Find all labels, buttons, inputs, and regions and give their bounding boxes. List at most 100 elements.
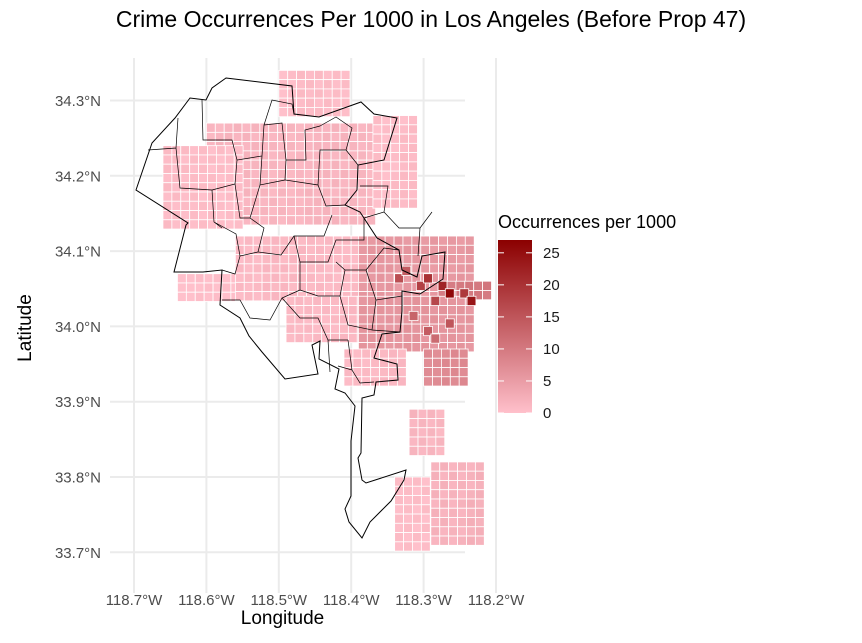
chart-title: Crime Occurrences Per 1000 in Los Angele… <box>115 6 747 32</box>
heat-cell <box>198 182 208 193</box>
heat-cell <box>341 235 352 246</box>
heat-cell <box>357 168 368 180</box>
heat-cell <box>339 122 350 133</box>
heat-cell <box>412 495 422 506</box>
heat-cell <box>384 254 395 265</box>
heat-cell <box>420 513 431 524</box>
heat-cell <box>296 79 306 90</box>
heat-cell <box>372 133 383 144</box>
heat-cell <box>412 485 422 496</box>
heat-cell <box>393 332 404 343</box>
heat-cell <box>403 504 413 515</box>
heat-cell <box>411 254 422 265</box>
heat-cell <box>474 489 485 500</box>
heat-cell <box>233 163 244 174</box>
heat-cell-hotspot <box>423 325 433 337</box>
heat-cell <box>252 291 263 302</box>
heat-cell <box>177 282 187 293</box>
heat-cell <box>426 445 437 456</box>
heat-cell <box>180 200 191 211</box>
heat-cell <box>305 88 315 99</box>
heat-cell <box>295 178 305 189</box>
heat-cell <box>347 332 358 343</box>
heat-cell <box>312 215 323 226</box>
heat-cell <box>384 281 395 293</box>
heat-cell <box>439 507 450 518</box>
heat-cell <box>430 507 441 518</box>
heat-cell <box>340 69 351 81</box>
heat-cell <box>417 418 428 429</box>
x-tick-label: 118.7°W <box>106 592 163 609</box>
heat-cell <box>399 198 409 209</box>
heat-cell <box>403 522 413 533</box>
heat-cell <box>171 191 182 202</box>
legend-label: 15 <box>543 309 560 326</box>
heat-cell <box>294 323 305 334</box>
heat-cell <box>455 305 466 316</box>
heat-cell <box>381 170 392 181</box>
heat-cell <box>474 498 485 509</box>
heat-cell <box>448 498 458 509</box>
heat-cell <box>393 235 404 246</box>
heat-cell <box>303 159 314 170</box>
heat-cell <box>224 173 235 184</box>
heat-cell <box>295 150 305 161</box>
heat-cell <box>455 323 466 334</box>
heat-cell <box>224 154 235 165</box>
heat-cell <box>366 323 377 334</box>
heat-cell <box>189 210 199 221</box>
heat-cell <box>366 332 377 343</box>
legend-label: 10 <box>543 341 560 358</box>
heat-cell <box>412 522 422 533</box>
heat-cell <box>466 517 476 528</box>
heat-cell <box>348 122 359 133</box>
heat-cell <box>189 154 199 165</box>
heat-cell <box>447 244 457 255</box>
heat-cell <box>408 152 418 163</box>
heat-cell <box>339 131 350 143</box>
heat-cell <box>232 131 243 143</box>
heat-cell <box>185 291 196 302</box>
heat-cell <box>321 168 332 180</box>
heat-cell <box>449 348 460 359</box>
heat-cell <box>232 122 243 133</box>
heat-cell <box>370 357 380 368</box>
heat-cell <box>393 281 404 293</box>
heat-cell <box>379 348 389 359</box>
heat-cell <box>296 88 306 99</box>
heat-cell <box>402 323 413 334</box>
heat-cell <box>435 418 446 429</box>
heat-cell <box>390 179 401 191</box>
heat-cell <box>375 314 386 325</box>
heat-cell <box>312 178 323 189</box>
heat-cell <box>458 376 469 387</box>
heat-cell <box>312 206 323 217</box>
heat-cell <box>321 122 332 133</box>
heat-cell <box>322 88 333 99</box>
heat-cell <box>394 541 404 552</box>
heat-cell <box>348 215 359 226</box>
heat-cell <box>394 476 404 487</box>
heat-cell <box>340 88 351 99</box>
heat-cell <box>261 263 272 274</box>
heat-cell <box>348 168 359 180</box>
heat-cell <box>250 141 261 152</box>
heat-cell <box>162 191 173 202</box>
x-tick-label: 118.5°W <box>251 592 308 609</box>
y-axis-ticks: 33.7°N 33.8°N 33.9°N 34.0°N 34.1°N 34.2°N 34.3… <box>55 93 101 562</box>
heat-cell <box>286 122 296 133</box>
heat-cell <box>402 281 413 293</box>
heat-cell <box>207 200 217 211</box>
heat-cell <box>321 150 332 161</box>
heat-cell <box>347 314 358 325</box>
heat-cell <box>306 235 316 246</box>
heat-cell <box>448 535 458 546</box>
heat-cell <box>321 206 332 217</box>
heat-cell <box>375 305 386 316</box>
heat-cell <box>396 357 407 368</box>
heat-cell <box>357 131 368 143</box>
heat-cell <box>399 152 409 163</box>
heat-cell <box>464 263 475 274</box>
heat-cell <box>303 215 314 226</box>
heat-cell <box>448 470 458 481</box>
